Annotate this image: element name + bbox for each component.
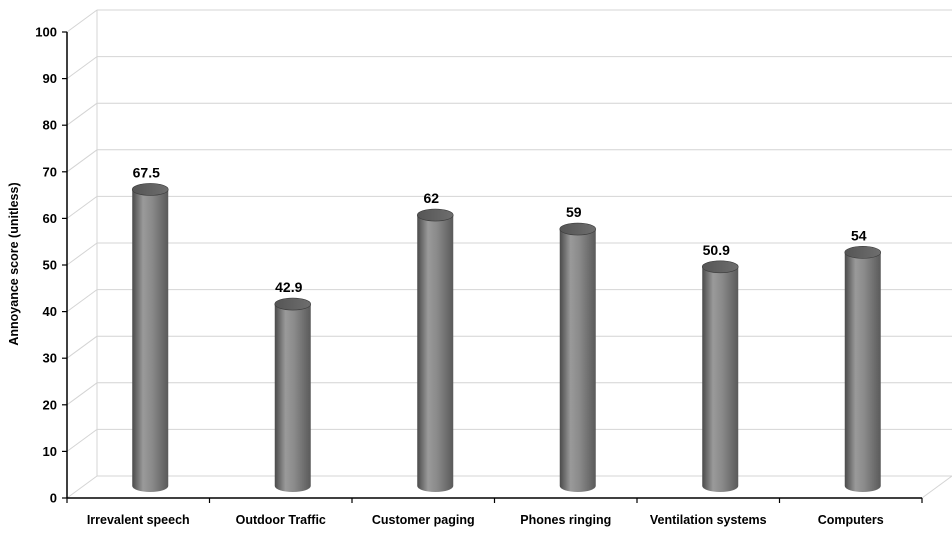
gridline-side [66, 382, 98, 406]
bar [701, 260, 739, 492]
gridline-side [66, 242, 98, 266]
bar-top [701, 260, 739, 274]
bar [844, 246, 882, 492]
data-label: 42.9 [275, 279, 302, 295]
bar-body [702, 266, 739, 492]
bar-body [274, 304, 311, 492]
bar [559, 222, 597, 492]
bar [416, 208, 454, 492]
data-label: 59 [566, 204, 582, 220]
y-tick-label: 90 [43, 71, 57, 86]
y-tick-label: 50 [43, 258, 57, 273]
data-label: 50.9 [703, 242, 730, 258]
data-label: 62 [423, 190, 439, 206]
data-label: 54 [851, 227, 867, 243]
x-tick-label: Irrevalent speech [87, 513, 190, 527]
x-tick-label: Ventilation systems [650, 513, 767, 527]
y-tick-label: 60 [43, 211, 57, 226]
gridlines [66, 9, 952, 499]
y-axis-title: Annoyance score (unitless) [7, 182, 21, 345]
bar [131, 183, 169, 492]
y-tick-label: 100 [35, 25, 57, 40]
x-tick-label: Outdoor Traffic [236, 513, 326, 527]
floor-edge [921, 475, 952, 499]
gridline-side [66, 149, 98, 173]
labels: 0 10 20 30 40 50 60 70 80 90 100 67.5 Irrevalent spe… [35, 25, 883, 528]
x-tick-label: Phones ringing [520, 513, 611, 527]
y-tick-label: 40 [43, 304, 57, 319]
bar-body [844, 252, 881, 492]
bar-top [274, 297, 312, 311]
gridline-side [66, 102, 98, 126]
bar-top [844, 246, 882, 259]
y-tick-label: 20 [43, 397, 57, 412]
gridline-side [66, 9, 98, 33]
bar-body [559, 229, 596, 492]
y-tick-label: 10 [43, 444, 57, 459]
bar-body [132, 189, 169, 492]
bar-top [416, 208, 454, 222]
axes [62, 31, 923, 503]
gridline-side [66, 335, 98, 359]
y-tick-label: 80 [43, 118, 57, 133]
gridline-side [66, 195, 98, 219]
gridline-side [66, 289, 98, 313]
x-tick-label: Customer paging [372, 513, 475, 527]
bar-top [131, 183, 169, 196]
bars [131, 183, 882, 492]
gridline-side [66, 428, 98, 452]
y-tick-label: 0 [50, 491, 57, 506]
y-tick-label: 70 [43, 164, 57, 179]
bar [274, 297, 312, 492]
gridline-side [66, 475, 98, 499]
bar-body [417, 215, 454, 492]
y-tick-label: 30 [43, 351, 57, 366]
x-tick-label: Computers [818, 513, 884, 527]
bar-top [559, 222, 597, 236]
gridline-side [66, 56, 98, 80]
data-label: 67.5 [133, 164, 160, 180]
